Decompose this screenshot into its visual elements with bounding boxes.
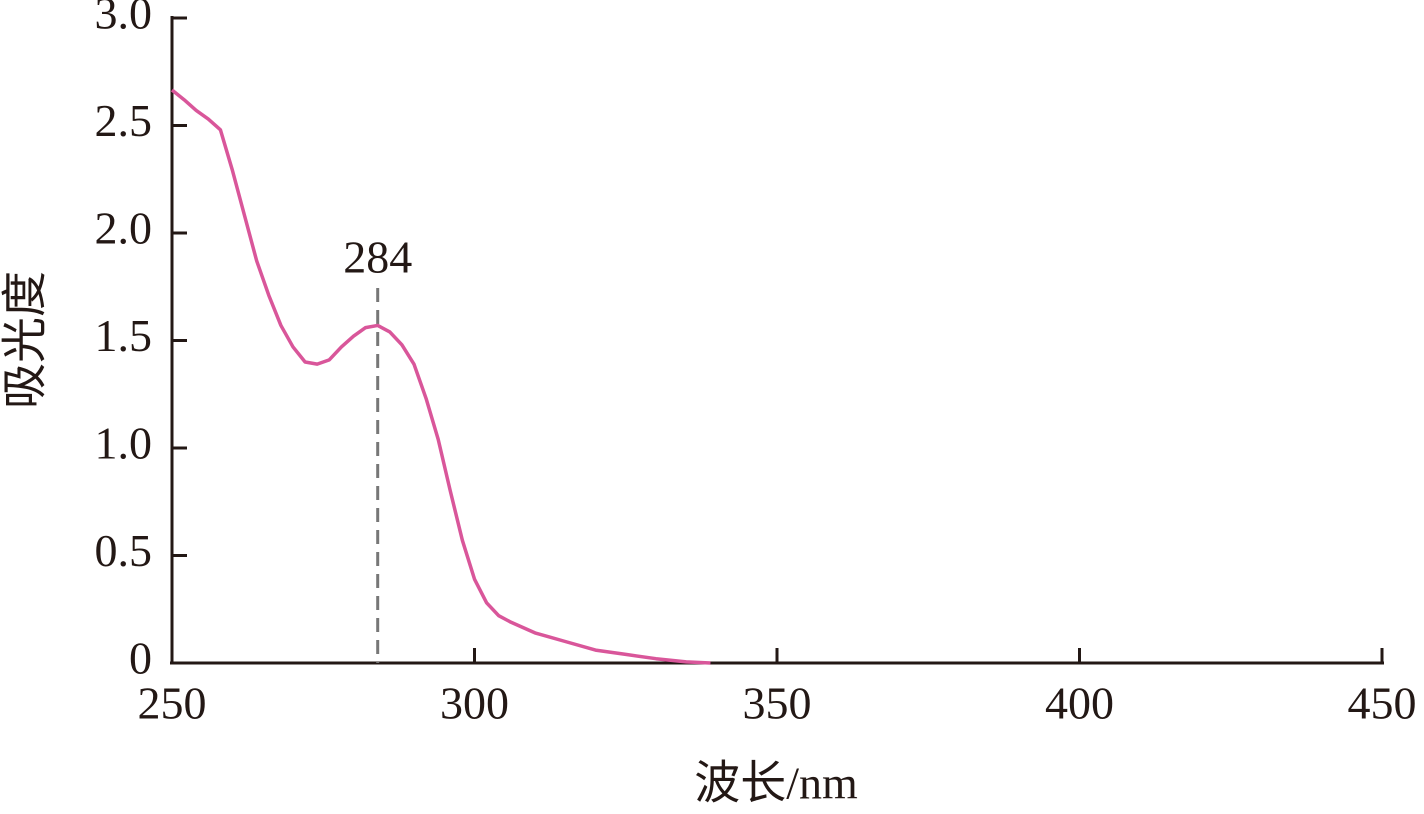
y-axis-label: 吸光度 xyxy=(0,271,51,409)
x-tick-label: 250 xyxy=(138,678,207,729)
y-tick-label: 0 xyxy=(129,633,152,684)
y-tick-label: 2.5 xyxy=(95,95,153,146)
y-tick-label: 1.5 xyxy=(95,310,153,361)
y-tick-label: 0.5 xyxy=(95,525,153,576)
x-tick-label: 400 xyxy=(1045,678,1114,729)
y-tick-label: 3.0 xyxy=(95,0,153,39)
x-axis-label: 波长/nm xyxy=(694,758,858,809)
data-line xyxy=(170,88,711,665)
annotation-label: 284 xyxy=(343,232,412,283)
x-tick-label: 350 xyxy=(743,678,812,729)
x-tick-label: 300 xyxy=(440,678,509,729)
y-tick-label: 2.0 xyxy=(95,203,153,254)
y-tick-label: 1.0 xyxy=(95,418,153,469)
x-tick-label: 450 xyxy=(1348,678,1417,729)
